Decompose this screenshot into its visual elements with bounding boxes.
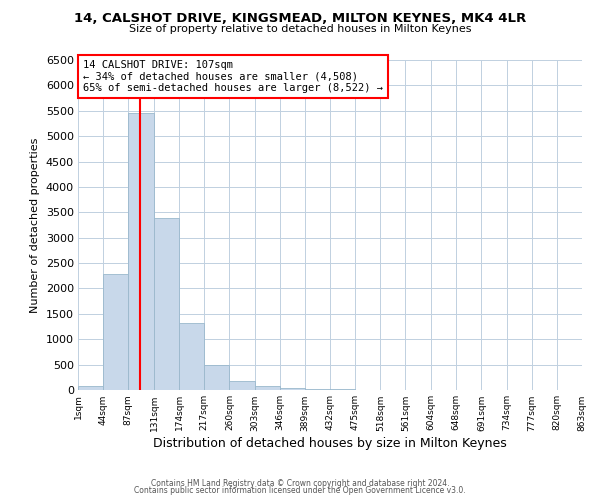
- Bar: [179, 324, 204, 390]
- Bar: [305, 389, 330, 390]
- Bar: [204, 365, 229, 390]
- Bar: [280, 388, 305, 390]
- Bar: [229, 381, 254, 390]
- Bar: [154, 218, 179, 390]
- Bar: [78, 386, 103, 390]
- Bar: [128, 114, 154, 390]
- Text: 14, CALSHOT DRIVE, KINGSMEAD, MILTON KEYNES, MK4 4LR: 14, CALSHOT DRIVE, KINGSMEAD, MILTON KEY…: [74, 12, 526, 26]
- Y-axis label: Number of detached properties: Number of detached properties: [30, 138, 40, 312]
- Bar: [254, 386, 280, 390]
- Text: Contains public sector information licensed under the Open Government Licence v3: Contains public sector information licen…: [134, 486, 466, 495]
- Text: Contains HM Land Registry data © Crown copyright and database right 2024.: Contains HM Land Registry data © Crown c…: [151, 478, 449, 488]
- Bar: [103, 274, 128, 390]
- Text: 14 CALSHOT DRIVE: 107sqm
← 34% of detached houses are smaller (4,508)
65% of sem: 14 CALSHOT DRIVE: 107sqm ← 34% of detach…: [83, 60, 383, 93]
- X-axis label: Distribution of detached houses by size in Milton Keynes: Distribution of detached houses by size …: [153, 438, 507, 450]
- Text: Size of property relative to detached houses in Milton Keynes: Size of property relative to detached ho…: [129, 24, 471, 34]
